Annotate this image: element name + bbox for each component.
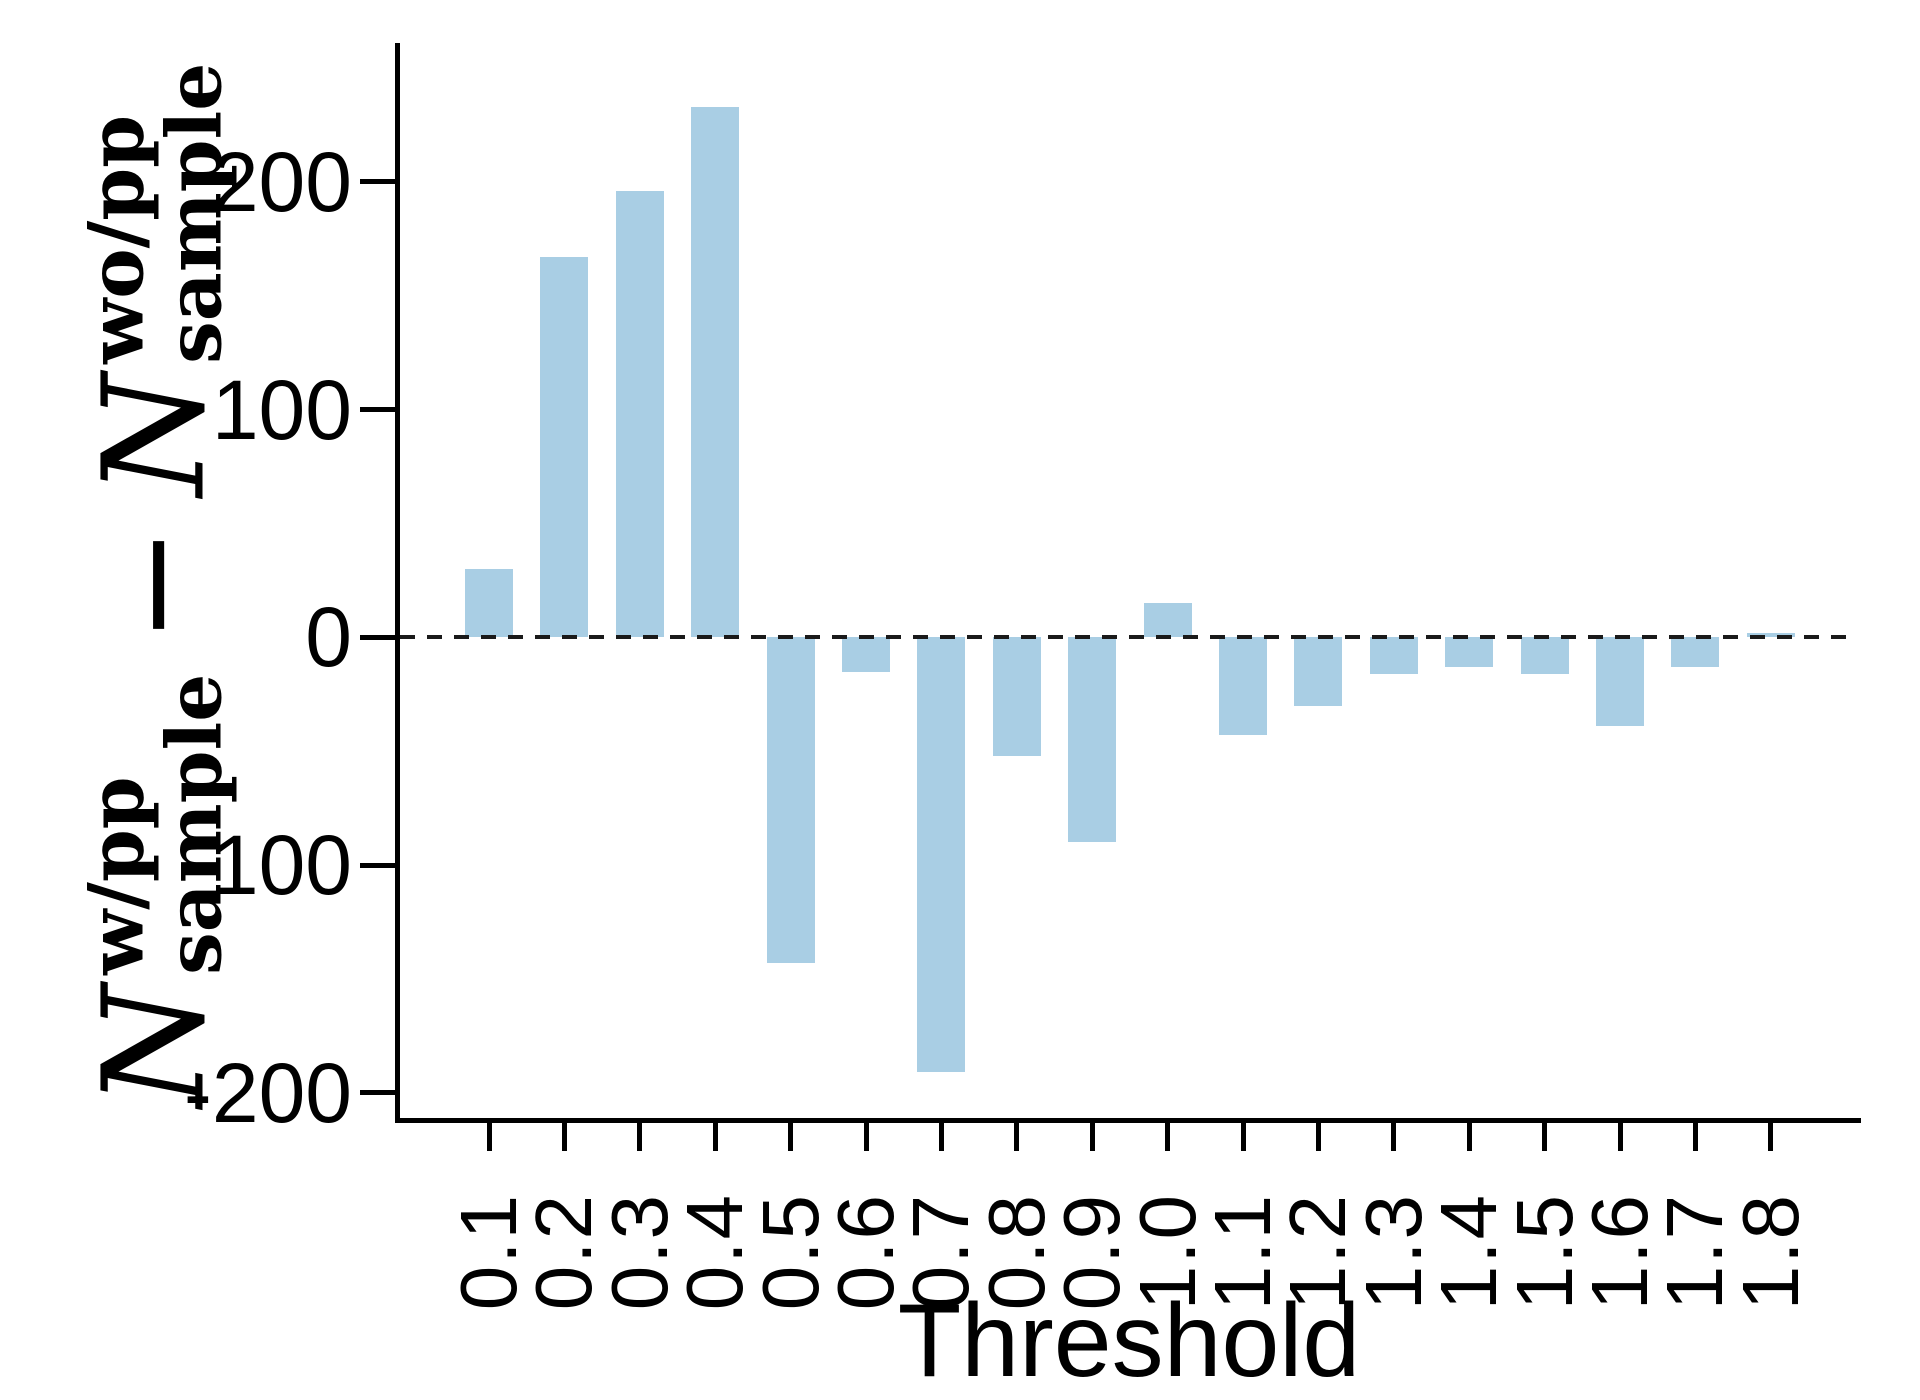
x-tick-mark: [1692, 1123, 1698, 1151]
x-tick-mark: [1768, 1123, 1774, 1151]
bar-1.7: [1671, 637, 1720, 668]
x-tick-mark: [788, 1123, 794, 1151]
y-axis-spine: [395, 43, 400, 1123]
x-tick-mark: [1165, 1123, 1171, 1151]
x-tick-mark: [863, 1123, 869, 1151]
bar-0.5: [766, 637, 815, 964]
x-tick-mark: [1014, 1123, 1020, 1151]
bar-0.7: [917, 637, 966, 1073]
bar-1.1: [1219, 637, 1267, 736]
bar-0.8: [992, 637, 1041, 756]
x-tick-mark: [1391, 1123, 1397, 1151]
y-tick-mark: [360, 407, 395, 413]
bar-1.2: [1294, 637, 1343, 706]
x-tick-mark: [1617, 1123, 1623, 1151]
x-tick-mark: [938, 1123, 944, 1151]
y-tick-label: -100: [183, 818, 352, 913]
bar-1.5: [1520, 637, 1569, 674]
bar-0.3: [615, 191, 664, 638]
y-tick-label: 200: [211, 134, 352, 229]
plot-area: 200 100 0 -100 -200 0.1 0.2 0.3 0.4 0.5 0.6 0.7 0.8 0…: [184, 43, 1861, 1310]
bar-0.4: [691, 106, 740, 638]
bar-0.9: [1068, 637, 1117, 843]
x-tick-mark: [712, 1123, 718, 1151]
x-tick-mark: [1240, 1123, 1246, 1151]
y-tick-mark: [360, 1090, 395, 1096]
x-tick-mark: [1315, 1123, 1321, 1151]
y-tick-label: 100: [211, 362, 352, 457]
y-tick-mark: [360, 179, 395, 185]
y-tick-label: -200: [183, 1045, 352, 1140]
x-tick-mark: [486, 1123, 492, 1151]
bar-0.1: [465, 569, 513, 638]
y-tick-mark: [360, 862, 395, 868]
bar-0.6: [842, 637, 890, 672]
x-tick-mark: [561, 1123, 567, 1151]
x-tick-mark: [1089, 1123, 1095, 1151]
bar-1.0: [1143, 603, 1192, 638]
zero-reference-line: [400, 635, 1858, 640]
bar-0.2: [540, 257, 589, 638]
x-axis-spine: [395, 1118, 1861, 1123]
y-tick-mark: [360, 634, 395, 640]
x-tick-mark: [1466, 1123, 1472, 1151]
x-tick-mark: [1542, 1123, 1548, 1151]
x-axis-label: Threshold: [897, 1283, 1361, 1399]
bar-1.6: [1596, 637, 1644, 727]
bar-1.3: [1369, 637, 1418, 674]
x-tick-mark: [637, 1123, 643, 1151]
bar-1.8: [1746, 632, 1795, 638]
y-tick-label: 0: [305, 590, 352, 685]
bar-1.4: [1445, 637, 1494, 668]
